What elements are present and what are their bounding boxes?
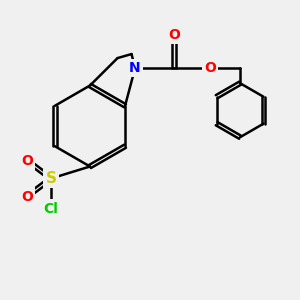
- Text: Cl: Cl: [44, 202, 59, 215]
- Text: N: N: [129, 61, 141, 75]
- Text: S: S: [46, 171, 56, 186]
- Text: O: O: [204, 61, 216, 75]
- Text: O: O: [21, 154, 33, 167]
- Text: O: O: [168, 28, 180, 42]
- Text: O: O: [21, 190, 33, 203]
